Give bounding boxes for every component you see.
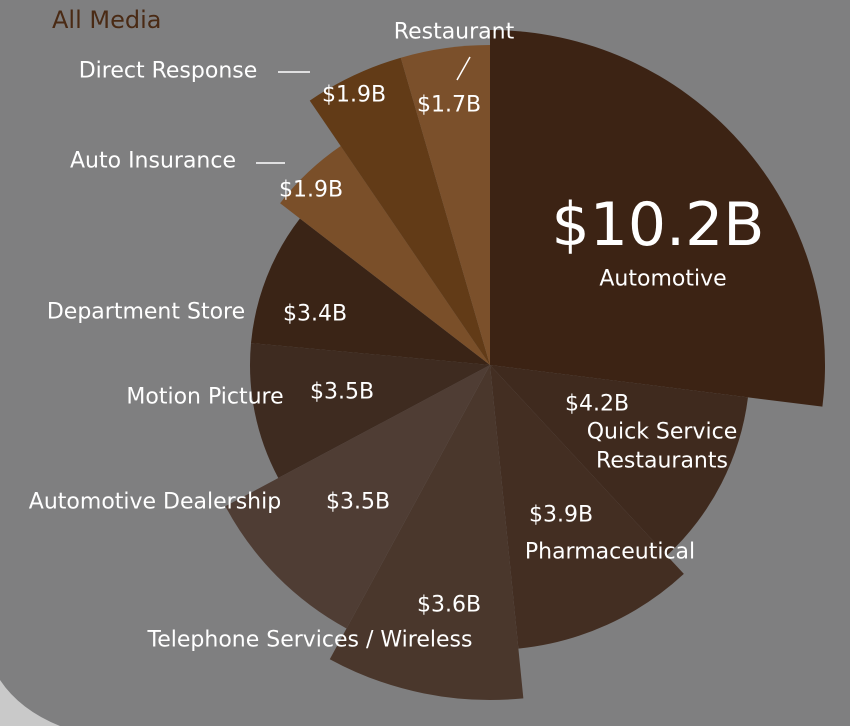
value-label: $4.2B xyxy=(564,391,630,417)
category-label: Department Store xyxy=(46,299,246,325)
value-label: $3.9B xyxy=(528,502,594,528)
value-label: $3.4B xyxy=(282,301,348,327)
pie-wedge xyxy=(250,343,490,479)
chart-title: All Media xyxy=(52,6,162,34)
value-label: $10.2B xyxy=(551,190,765,260)
pie-wedge xyxy=(490,365,748,556)
pie-wedge xyxy=(400,45,490,365)
leader-line xyxy=(456,56,471,81)
value-label: $3.6B xyxy=(416,592,482,618)
category-label: Telephone Services / Wireless xyxy=(147,627,473,653)
pie-wedge xyxy=(490,365,684,649)
pie-wedge xyxy=(280,146,490,365)
value-label: $3.5B xyxy=(325,489,391,515)
corner-shape xyxy=(0,680,60,726)
value-label: $1.7B xyxy=(416,92,482,118)
category-label: Automotive xyxy=(599,266,727,292)
category-label: Auto Insurance xyxy=(69,148,237,174)
pie-wedge xyxy=(309,57,490,365)
category-label: Pharmaceutical xyxy=(524,539,696,565)
value-label: $1.9B xyxy=(321,82,387,108)
pie-wedge xyxy=(490,30,825,407)
category-label: Quick Service Restaurants xyxy=(586,419,738,473)
category-label: Direct Response xyxy=(78,58,258,84)
category-label: Restaurant xyxy=(393,19,515,45)
value-label: $3.5B xyxy=(309,379,375,405)
pie-wedge xyxy=(225,365,490,629)
category-label: Automotive Dealership xyxy=(28,489,282,515)
category-label: Motion Picture xyxy=(126,384,284,410)
value-label: $1.9B xyxy=(278,177,344,203)
pie-wedge xyxy=(251,218,490,365)
pie-wedge xyxy=(329,365,524,701)
